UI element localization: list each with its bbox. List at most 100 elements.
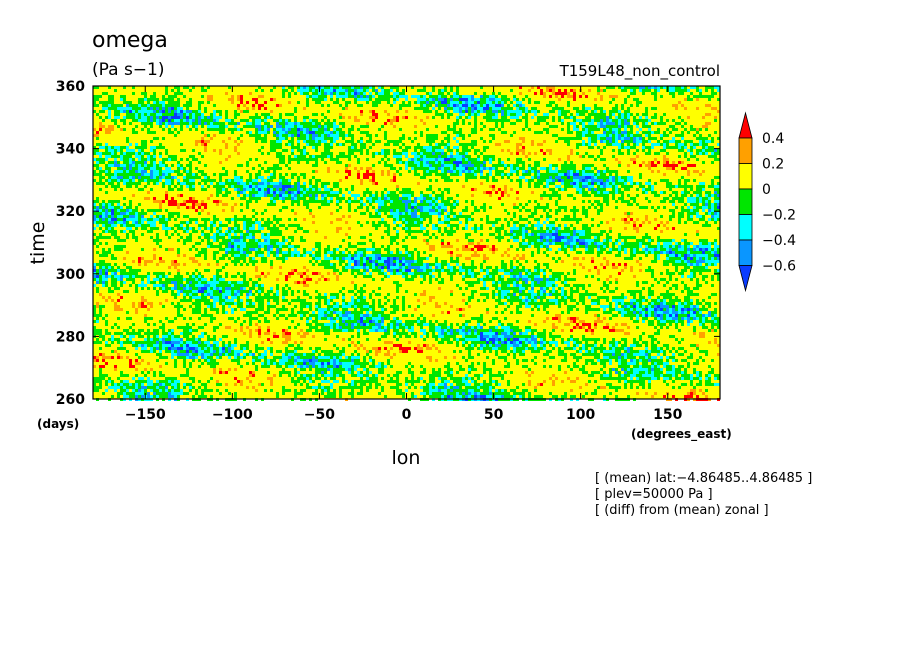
heatmap-cell (639, 206, 642, 209)
heatmap-cell (600, 203, 603, 206)
heatmap-cell (588, 173, 591, 176)
heatmap-cell (471, 146, 474, 149)
heatmap-cell (132, 161, 135, 164)
heatmap-cell (429, 197, 432, 200)
heatmap-cell (693, 155, 696, 158)
heatmap-cell (399, 206, 402, 209)
heatmap-cell (192, 149, 195, 152)
heatmap-cell (471, 140, 474, 143)
heatmap-cell (300, 173, 303, 176)
heatmap-cell (315, 164, 318, 167)
heatmap-cell (354, 86, 357, 89)
heatmap-cell (531, 179, 534, 182)
heatmap-cell (255, 194, 258, 197)
heatmap-cell (630, 113, 633, 116)
heatmap-cell (270, 140, 273, 143)
heatmap-cell (684, 89, 687, 92)
heatmap-cell (684, 146, 687, 149)
heatmap-cell (123, 122, 126, 125)
heatmap-cell (255, 191, 258, 194)
heatmap-cell (444, 215, 447, 218)
heatmap-cell (426, 188, 429, 191)
heatmap-cell (177, 113, 180, 116)
heatmap-cell (150, 176, 153, 179)
heatmap-cell (549, 86, 552, 89)
heatmap-cell (219, 230, 222, 233)
heatmap-cell (546, 89, 549, 92)
heatmap-cell (486, 179, 489, 182)
heatmap-cell (321, 182, 324, 185)
heatmap-cell (237, 128, 240, 131)
heatmap-cell (408, 158, 411, 161)
heatmap-cell (561, 173, 564, 176)
heatmap-cell (189, 170, 192, 173)
heatmap-cell (318, 143, 321, 146)
heatmap-cell (204, 221, 207, 224)
heatmap-cell (132, 128, 135, 131)
heatmap-cell (465, 143, 468, 146)
heatmap-cell (123, 95, 126, 98)
heatmap-cell (270, 188, 273, 191)
heatmap-cell (624, 134, 627, 137)
heatmap-cell (147, 158, 150, 161)
heatmap-cell (138, 164, 141, 167)
heatmap-cell (159, 116, 162, 119)
heatmap-cell (291, 143, 294, 146)
heatmap-cell (420, 119, 423, 122)
heatmap-cell (471, 110, 474, 113)
heatmap-cell (126, 212, 129, 215)
heatmap-cell (258, 176, 261, 179)
heatmap-cell (414, 212, 417, 215)
heatmap-cell (546, 179, 549, 182)
heatmap-cell (225, 218, 228, 221)
heatmap-cell (174, 86, 177, 89)
heatmap-cell (189, 188, 192, 191)
heatmap-cell (375, 215, 378, 218)
heatmap-cell (222, 167, 225, 170)
heatmap-cell (222, 224, 225, 227)
heatmap-cell (567, 143, 570, 146)
heatmap-cell (573, 185, 576, 188)
heatmap-cell (447, 140, 450, 143)
heatmap-cell (288, 197, 291, 200)
heatmap-cell (279, 197, 282, 200)
heatmap-cell (315, 161, 318, 164)
heatmap-cell (210, 122, 213, 125)
heatmap-cell (192, 155, 195, 158)
heatmap-cell (576, 173, 579, 176)
heatmap-cell (108, 170, 111, 173)
heatmap-cell (588, 116, 591, 119)
heatmap-cell (123, 119, 126, 122)
heatmap-cell (567, 140, 570, 143)
heatmap-cell (189, 161, 192, 164)
heatmap-cell (300, 137, 303, 140)
heatmap-cell (333, 92, 336, 95)
heatmap-cell (363, 131, 366, 134)
heatmap-cell (411, 194, 414, 197)
heatmap-cell (717, 86, 720, 89)
heatmap-cell (177, 203, 180, 206)
heatmap-cell (417, 197, 420, 200)
heatmap-cell (474, 227, 477, 230)
heatmap-cell (312, 155, 315, 158)
heatmap-cell (495, 221, 498, 224)
heatmap-cell (639, 137, 642, 140)
heatmap-cell (105, 218, 108, 221)
heatmap-cell (447, 104, 450, 107)
heatmap-cell (159, 179, 162, 182)
heatmap-cell (480, 167, 483, 170)
heatmap-cell (207, 218, 210, 221)
heatmap-cell (585, 131, 588, 134)
heatmap-cell (294, 110, 297, 113)
heatmap-cell (381, 200, 384, 203)
heatmap-cell (681, 119, 684, 122)
heatmap-cell (573, 89, 576, 92)
heatmap-cell (150, 95, 153, 98)
heatmap-cell (270, 191, 273, 194)
heatmap-cell (132, 224, 135, 227)
heatmap-cell (162, 113, 165, 116)
heatmap-cell (177, 206, 180, 209)
heatmap-cell (210, 224, 213, 227)
heatmap-cell (276, 188, 279, 191)
heatmap-cell (417, 98, 420, 101)
